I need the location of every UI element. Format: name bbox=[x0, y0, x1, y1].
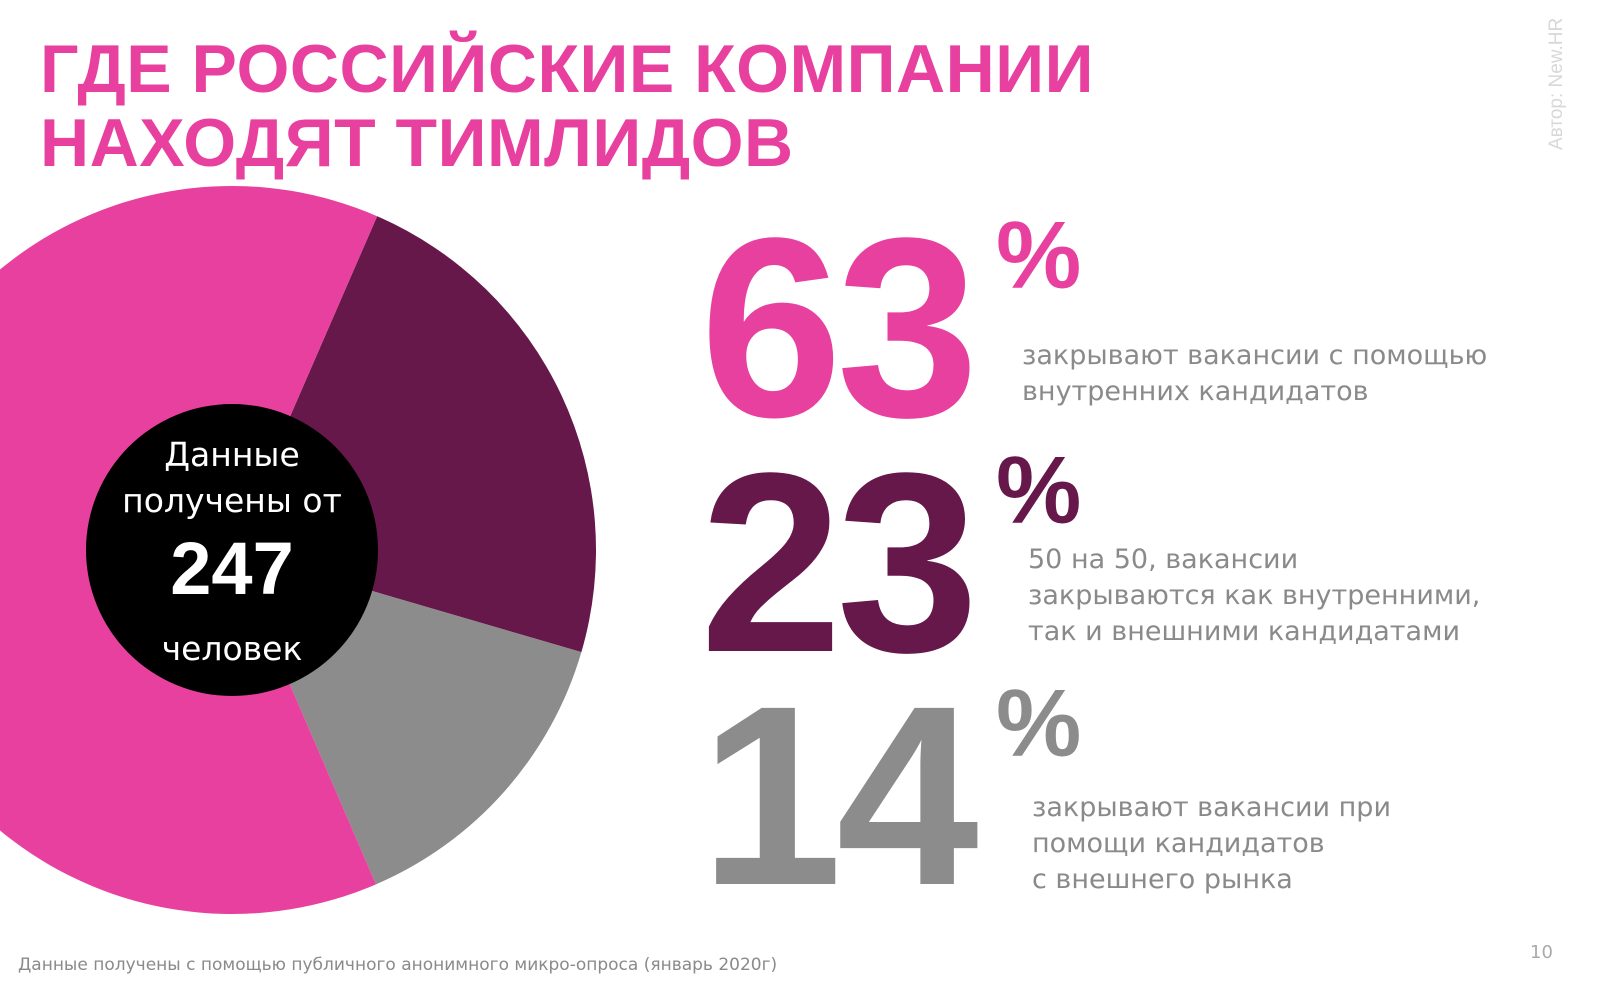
desc-line: закрываются как внутренними, bbox=[1028, 580, 1481, 611]
badge-text: Данные получены от bbox=[86, 432, 378, 524]
desc-line: внутренних кандидатов bbox=[1022, 376, 1369, 407]
desc-line: 50 на 50, вакансии bbox=[1028, 544, 1299, 575]
author-credit: Автор: New.HR bbox=[1546, 17, 1567, 150]
desc-line: так и внешними кандидатами bbox=[1028, 616, 1460, 647]
stat-number: 23 bbox=[700, 420, 979, 706]
footnote: Данные получены с помощью публичного ано… bbox=[18, 955, 778, 975]
badge-line: получены от bbox=[122, 481, 342, 520]
page-number: 10 bbox=[1530, 942, 1553, 963]
stat-description: закрывают вакансии с помощью внутренних … bbox=[1022, 338, 1487, 410]
title-line: ГДЕ РОССИЙСКИЕ КОМПАНИИ bbox=[40, 31, 1094, 107]
badge-line: Данные bbox=[164, 435, 300, 474]
stat-number: 63 bbox=[700, 185, 979, 471]
desc-line: с внешнего рынка bbox=[1032, 864, 1293, 895]
desc-line: закрывают вакансии при bbox=[1032, 792, 1391, 823]
desc-line: помощи кандидатов bbox=[1032, 828, 1325, 859]
stat-percent-sign: % bbox=[996, 437, 1082, 544]
stat-percent-sign: % bbox=[996, 202, 1082, 309]
page-title: ГДЕ РОССИЙСКИЕ КОМПАНИИ НАХОДЯТ ТИМЛИДОВ bbox=[40, 32, 1094, 180]
respondent-count: 247 bbox=[170, 527, 294, 610]
stat-description: закрывают вакансии при помощи кандидатов… bbox=[1032, 790, 1391, 898]
badge-line: человек bbox=[161, 629, 303, 668]
title-line: НАХОДЯТ ТИМЛИДОВ bbox=[40, 105, 794, 181]
stat-number: 14 bbox=[700, 653, 979, 939]
desc-line: закрывают вакансии с помощью bbox=[1022, 340, 1488, 371]
stat-percent-sign: % bbox=[996, 670, 1082, 777]
respondents-badge: Данные получены от 247 человек bbox=[86, 404, 378, 696]
stat-description: 50 на 50, вакансии закрываются как внутр… bbox=[1028, 542, 1480, 650]
